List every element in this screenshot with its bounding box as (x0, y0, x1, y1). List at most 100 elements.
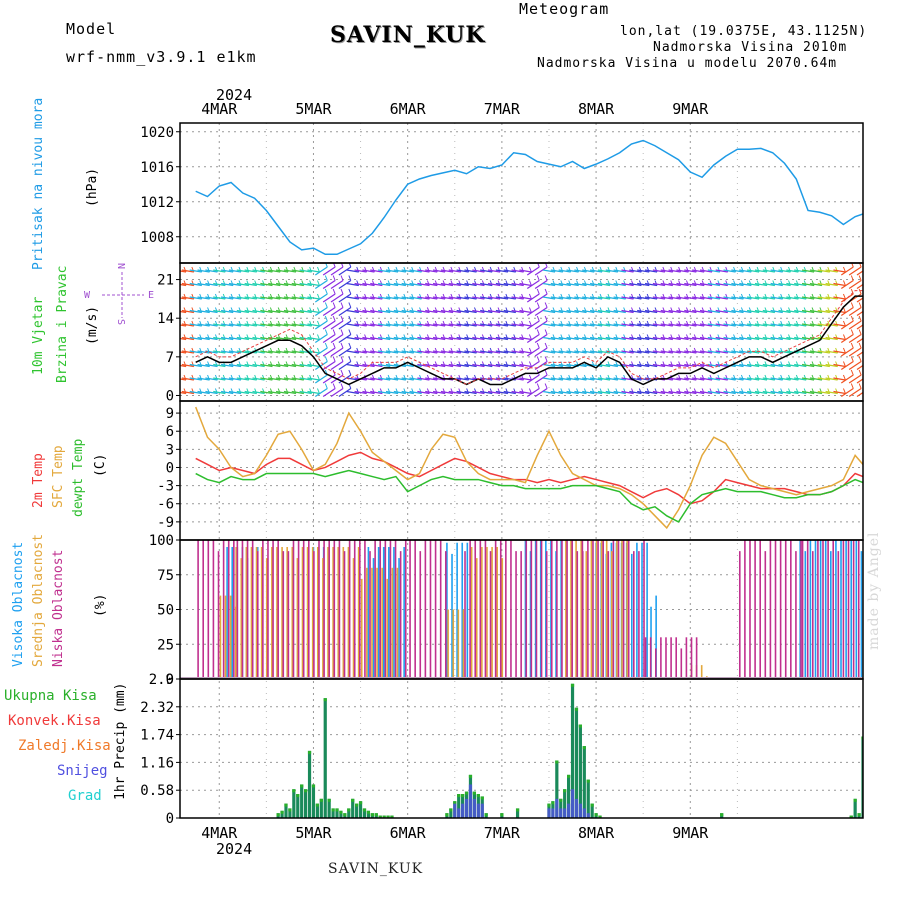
wind-barb (487, 336, 501, 341)
wind-barb (699, 350, 713, 354)
wind-barb (401, 390, 414, 395)
wind-barb (707, 377, 720, 381)
wind-barb (684, 350, 697, 354)
wind-barb (338, 280, 352, 289)
wind-barb-flag (316, 347, 320, 354)
wind-barb (542, 363, 556, 368)
wind-barb (558, 377, 571, 381)
wind-barb (534, 374, 548, 384)
wind-barb (189, 377, 202, 381)
wind-barb (660, 309, 673, 314)
wind-barb (652, 296, 665, 300)
wind-barb (511, 323, 524, 327)
day-label-bottom: 7MAR (484, 824, 521, 842)
wind-barb (417, 390, 430, 395)
wind-barb (582, 350, 595, 354)
wind-barb (464, 323, 477, 327)
wind-barb (275, 377, 289, 381)
wind-barb (621, 282, 634, 287)
wind-barb (801, 350, 815, 354)
precip-total-cap (464, 791, 469, 795)
wind-barb (637, 296, 650, 300)
wind-barb (629, 336, 642, 341)
wind-barb-flag (324, 275, 328, 281)
wind-barb (660, 336, 673, 341)
wind-barb (715, 350, 728, 354)
precip-total-bar (358, 801, 363, 818)
wind-barb (472, 282, 485, 287)
wind-barb (425, 296, 438, 300)
wind-barb-flag (332, 329, 336, 335)
wind-barb (778, 336, 791, 341)
wind-barb (197, 323, 210, 327)
wind-barb (378, 377, 391, 381)
wind-barb (770, 336, 783, 341)
precip-total-cap (323, 698, 327, 702)
precip-total-cap (582, 746, 586, 750)
wind-barb (472, 363, 485, 368)
precip-total-cap (853, 798, 857, 802)
wind-barb (534, 334, 548, 343)
wind-barb-flag (348, 315, 352, 322)
wind-barb (762, 363, 775, 368)
wind-barb (487, 309, 501, 314)
precip-conv-bar (464, 798, 469, 818)
precip-total-cap (339, 810, 343, 814)
wind-barb (519, 390, 532, 395)
wind-barb (503, 363, 516, 368)
wind-barb-flag (316, 374, 320, 381)
temp2m-line (195, 451, 863, 505)
wind-barb (801, 309, 815, 314)
day-label-top: 5MAR (295, 100, 332, 118)
wind-barb (739, 390, 752, 395)
wind-barb (809, 309, 822, 314)
wind-barb (299, 269, 312, 273)
wind-barb (637, 336, 650, 341)
wind-barb (762, 323, 775, 327)
wind-barb (613, 350, 626, 354)
precip-conv-bar (582, 808, 586, 818)
precip-total-cap (515, 808, 520, 812)
wind-barb (236, 390, 249, 395)
wind-barb-flag (858, 302, 862, 308)
wind-barb (401, 350, 414, 354)
precip-total-bar (304, 789, 308, 818)
wind-barb (181, 350, 194, 354)
wind-barb (605, 377, 618, 381)
wind-barb (613, 282, 626, 287)
wind-barb (778, 323, 791, 327)
wind-barb-flag (348, 369, 352, 376)
wind-barb (511, 336, 524, 341)
wind-barb (754, 377, 768, 381)
wind-barb (566, 282, 579, 287)
wind-barb (840, 280, 854, 289)
wind-barb (668, 377, 681, 381)
wind-barb (613, 309, 626, 314)
wind-barb (558, 269, 571, 273)
precip-total-cap (327, 798, 331, 802)
wind-barb (448, 309, 461, 314)
wind-barb (794, 309, 807, 314)
wind-barb (228, 282, 242, 287)
wind-barb-flag (544, 288, 548, 295)
model-label: Model (66, 20, 117, 38)
wind-barb (644, 282, 658, 287)
wind-barb (362, 269, 375, 273)
precip-total-cap (370, 813, 374, 817)
precip-total-cap (586, 779, 590, 783)
precip-total-cap (276, 813, 280, 817)
y-tick-label: -9 (157, 515, 174, 531)
wind-barb (307, 363, 320, 368)
compass-w: W (84, 290, 91, 301)
wind-barb (228, 336, 242, 341)
wind-barb (456, 336, 469, 341)
wind-barb-flag (528, 293, 532, 300)
wind-barb (480, 363, 493, 368)
wind-barb (205, 296, 218, 300)
wind-barb (699, 363, 713, 368)
wind-barb (480, 323, 493, 327)
wind-barb (464, 282, 477, 287)
wind-barb (856, 310, 863, 316)
wind-barb (354, 282, 367, 287)
wind-barb-flag (536, 356, 540, 362)
